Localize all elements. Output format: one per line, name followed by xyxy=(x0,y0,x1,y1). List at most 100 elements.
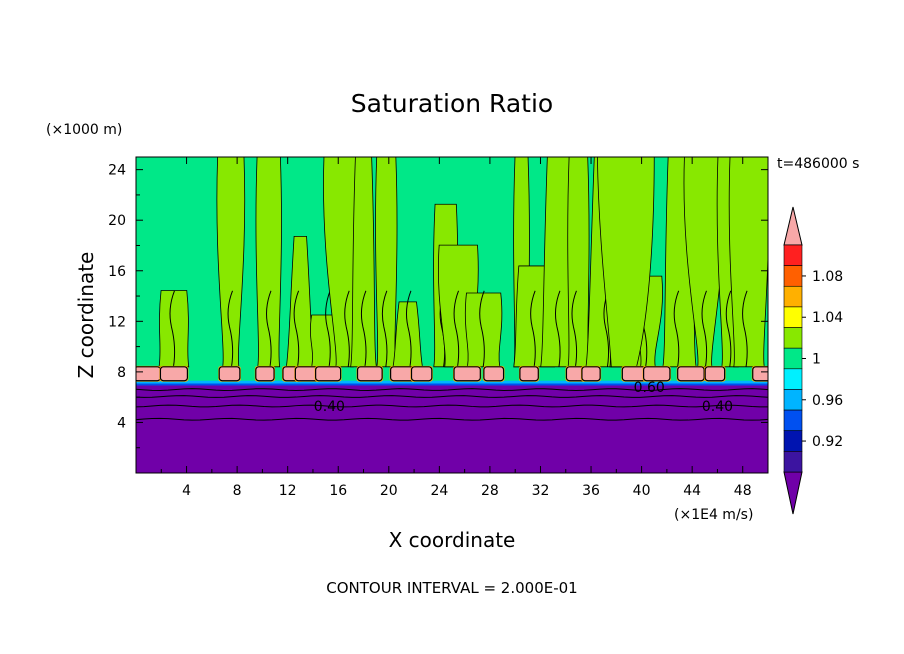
plume-filament xyxy=(381,290,388,367)
colorbar-tick-label: 1 xyxy=(812,352,821,368)
plume-filament xyxy=(701,290,708,367)
plume-filament xyxy=(360,290,367,367)
cloud-cell xyxy=(218,366,241,382)
cloud-cell xyxy=(453,366,481,382)
x-tick-label: 36 xyxy=(582,483,600,499)
x-tick-label: 12 xyxy=(279,483,297,499)
contour-label: 0.40 xyxy=(702,399,733,415)
contour-line xyxy=(136,388,768,391)
cloud-cell xyxy=(643,366,671,382)
y-tick-label: 20 xyxy=(108,213,126,229)
cloud-cell xyxy=(356,366,383,382)
time-label: t=486000 s xyxy=(777,156,859,172)
y-tick-label: 12 xyxy=(108,314,126,330)
plume-filament xyxy=(344,290,350,367)
colorbar-extend-bottom xyxy=(783,471,803,515)
plume-region xyxy=(158,290,190,368)
plume-filament xyxy=(742,290,748,367)
plume-filament xyxy=(405,290,412,367)
plume-filament xyxy=(266,290,272,367)
x-tick-label: 4 xyxy=(182,483,191,499)
colorbar-extend-top xyxy=(783,206,803,246)
y-tick-label: 24 xyxy=(108,163,126,179)
colorbar-tick-label: 1.08 xyxy=(812,269,843,285)
contour-line xyxy=(136,395,768,398)
y-tick-label: 16 xyxy=(108,264,126,280)
colorbar-box xyxy=(783,430,803,452)
x-tick-label: 16 xyxy=(329,483,347,499)
x-axis-label: X coordinate xyxy=(389,528,516,552)
plume-filament xyxy=(479,290,485,367)
contour-line xyxy=(136,404,768,408)
cloud-cell xyxy=(255,366,275,382)
x-axis: 4 8 12 16 20 24 28 32 36 40 44 48 xyxy=(160,157,752,499)
x-tick-label: 28 xyxy=(481,483,499,499)
x-tick-label: 20 xyxy=(380,483,398,499)
chart-title: Saturation Ratio xyxy=(351,89,553,118)
colorbar-box xyxy=(783,409,803,432)
y-unit-label: (×1000 m) xyxy=(46,122,122,138)
cloud-cell xyxy=(159,366,189,382)
plume-region xyxy=(728,157,768,368)
plume-filament xyxy=(725,290,732,367)
x-tick-label: 40 xyxy=(633,483,651,499)
plume-region xyxy=(464,292,503,368)
cloud-cell xyxy=(677,366,705,382)
plume-filament xyxy=(673,290,680,367)
colorbar-box xyxy=(783,368,803,390)
y-axis: 4 8 12 16 20 24 xyxy=(108,163,768,449)
colorbar-tick-label: 1.04 xyxy=(812,310,843,326)
plume-region xyxy=(375,157,398,368)
y-tick-label: 4 xyxy=(117,415,126,431)
y-tick-label: 8 xyxy=(117,365,126,381)
cloud-cell xyxy=(483,366,505,382)
x-unit-label: (×1E4 m/s) xyxy=(674,507,753,523)
plume-filament xyxy=(169,290,176,367)
contour-interval-note: CONTOUR INTERVAL = 2.000E-01 xyxy=(326,579,577,597)
colorbar-box xyxy=(783,265,803,287)
colorbar-tick-label: 0.92 xyxy=(812,434,843,450)
contour-label: 0.40 xyxy=(314,399,345,415)
plume-region xyxy=(567,157,590,368)
colorbar-box xyxy=(783,244,803,266)
plume-filament xyxy=(227,290,234,367)
cloud-cell xyxy=(519,366,539,382)
plume-region xyxy=(350,157,377,368)
plume-region xyxy=(255,157,282,368)
contour-plot-area xyxy=(136,157,768,473)
colorbar-box xyxy=(783,327,803,349)
contour-line xyxy=(136,417,768,421)
x-tick-label: 48 xyxy=(734,483,752,499)
cloud-cell xyxy=(136,366,161,382)
plume-filament xyxy=(453,290,460,367)
contour-labels: 0.40 0.60 0.40 xyxy=(314,380,733,415)
plume-filament xyxy=(571,290,578,367)
colorbar-box xyxy=(783,306,803,328)
plume-filament xyxy=(325,290,331,367)
plume-filament xyxy=(293,290,300,367)
plume-filament xyxy=(530,290,536,367)
colorbar-box xyxy=(783,285,803,308)
x-tick-label: 44 xyxy=(683,483,701,499)
cloud-cell xyxy=(581,366,601,382)
colorbar-tick-label: 0.96 xyxy=(812,393,843,409)
field-edge xyxy=(136,380,768,385)
y-axis-label: Z coordinate xyxy=(74,252,98,379)
colorbar-box xyxy=(783,389,803,411)
cloud-cell xyxy=(752,366,768,382)
plume-filament xyxy=(555,290,561,367)
cloud-cell xyxy=(315,366,342,382)
field-dry-layer xyxy=(136,384,768,473)
colorbar: 0.92 0.96 1 1.04 1.08 xyxy=(783,206,843,515)
cloud-cell xyxy=(410,366,433,382)
x-tick-label: 32 xyxy=(532,483,550,499)
plume-filament xyxy=(603,290,610,367)
x-tick-label: 8 xyxy=(233,483,242,499)
contour-label: 0.60 xyxy=(634,380,665,396)
plot-frame xyxy=(135,156,769,474)
colorbar-box xyxy=(783,347,803,370)
cloud-cell xyxy=(621,366,647,382)
colorbar-box xyxy=(783,451,803,473)
cloud-cell xyxy=(704,366,726,382)
